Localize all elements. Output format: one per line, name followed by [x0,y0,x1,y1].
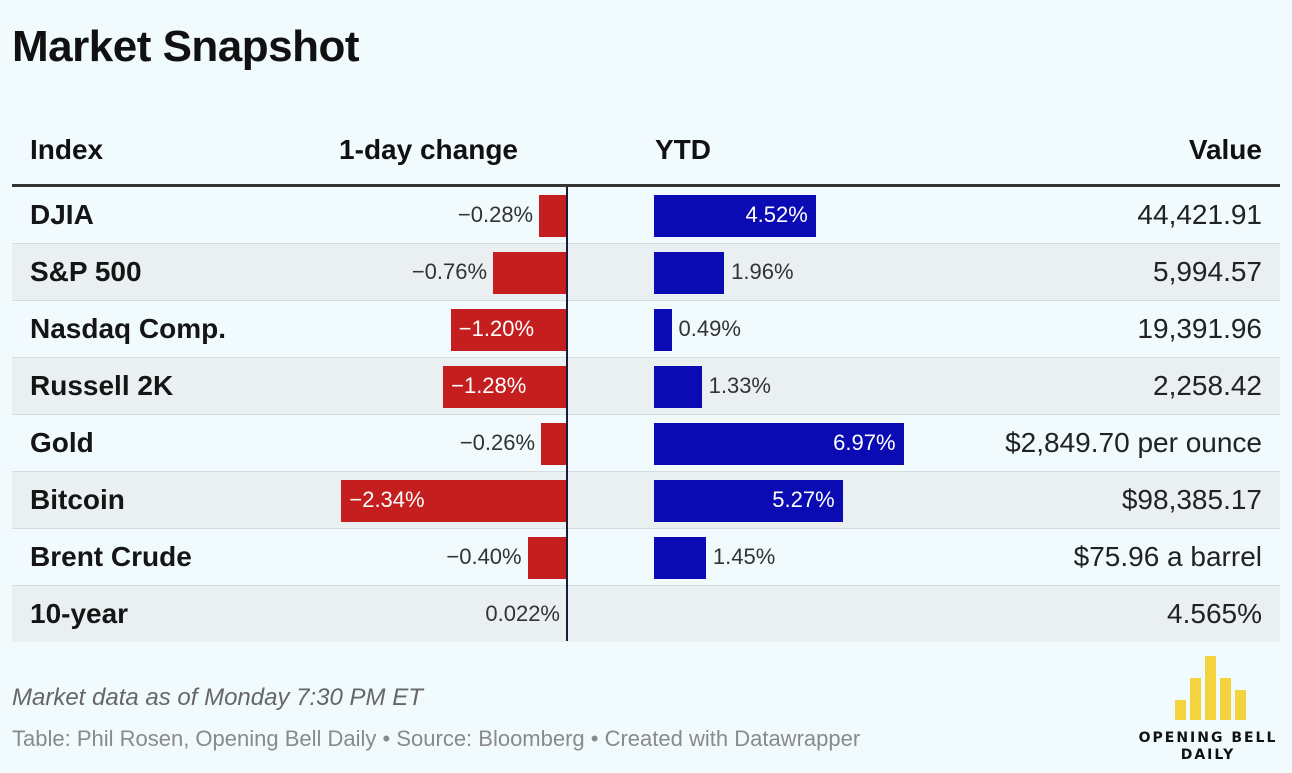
ytd-bar [654,252,725,294]
bar-chart-logo-icon [1175,656,1246,720]
row-value: 19,391.96 [1137,313,1262,344]
ytd-bar [654,480,843,522]
row-value: 5,994.57 [1153,256,1262,287]
row-value: $98,385.17 [1121,484,1262,515]
ytd-label: 5.27% [772,487,835,512]
logo-bar [1205,656,1216,720]
market-table: Index 1-day change YTD Value DJIA −0.28% 4… [12,122,1280,642]
day-change-bar [493,252,566,294]
day-change-bar [341,480,566,522]
table-row: Brent Crude −0.40% 1.45% $75.96 a barrel [12,529,1280,586]
row-value: $75.96 a barrel [1073,541,1262,572]
header-day-change: 1-day change [339,134,518,165]
table-header: Index 1-day change YTD Value [12,122,1280,187]
logo-text: OPENING BELL DAILY [1138,730,1278,763]
table-body: DJIA −0.28% 4.52% 44,421.91 S&P 500 −0.76% 1.9… [12,187,1280,642]
table-row: DJIA −0.28% 4.52% 44,421.91 [12,187,1280,244]
table-row: Bitcoin −2.34% 5.27% $98,385.17 [12,472,1280,529]
day-change-bar [443,366,566,408]
logo-bar [1220,678,1231,720]
ytd-label: 1.96% [731,259,794,284]
row-index-name: Gold [30,427,94,458]
page-title: Market Snapshot [12,22,360,71]
ytd-label: 4.52% [745,202,808,227]
row-index-name: Russell 2K [30,370,174,401]
ytd-label: 1.33% [708,373,771,398]
ytd-bar [654,423,904,465]
day-change-bar [541,423,566,465]
day-change-bar [450,309,566,351]
table-row: Gold −0.26% 6.97% $2,849.70 per ounce [12,415,1280,472]
ytd-label: 6.97% [833,430,896,455]
row-value: 44,421.91 [1137,199,1262,230]
ytd-bar [654,195,816,237]
header-index: Index [30,134,104,165]
day-change-bar [527,537,566,579]
ytd-label: 1.45% [712,544,776,569]
ytd-bar [654,366,702,408]
ytd-label: 0.49% [678,316,741,341]
table-row: Nasdaq Comp. −1.20% 0.49% 19,391.96 [12,301,1280,358]
row-index-name: Nasdaq Comp. [30,313,227,344]
row-index-name: DJIA [30,199,94,230]
day-change-label: −0.26% [459,430,536,455]
table-row: S&P 500 −0.76% 1.96% 5,994.57 [12,244,1280,301]
ytd-bar [654,309,672,351]
header-ytd: YTD [655,134,711,165]
row-index-name: Brent Crude [30,541,192,572]
header-value: Value [1188,134,1262,165]
day-change-label: −0.76% [411,259,488,284]
logo-bar [1175,700,1186,720]
table-row: Russell 2K −1.28% 1.33% 2,258.42 [12,358,1280,415]
day-change-label: 0.022% [485,601,560,626]
row-index-name: S&P 500 [30,256,142,287]
row-index-name: 10-year [30,598,129,629]
ytd-bar [654,537,706,579]
day-change-label: −1.20% [458,316,535,341]
row-value: 2,258.42 [1153,370,1262,401]
day-change-label: −0.40% [446,544,522,569]
day-change-zero-line [566,187,568,641]
logo-bar [1235,690,1246,720]
table-row: 10-year 0.022% 4.565% [12,586,1280,642]
source-credit: Table: Phil Rosen, Opening Bell Daily • … [12,726,861,751]
logo-bar [1190,678,1201,720]
row-value: $2,849.70 per ounce [1005,427,1262,458]
day-change-label: −0.28% [457,202,534,227]
data-note: Market data as of Monday 7:30 PM ET [12,684,423,711]
day-change-label: −2.34% [349,487,425,512]
day-change-label: −1.28% [451,373,527,398]
row-index-name: Bitcoin [30,484,125,515]
row-value: 4.565% [1167,598,1262,629]
day-change-bar [539,195,566,237]
